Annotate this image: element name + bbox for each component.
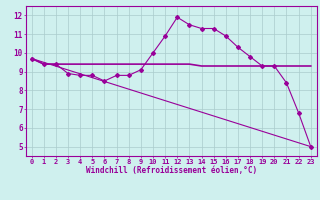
X-axis label: Windchill (Refroidissement éolien,°C): Windchill (Refroidissement éolien,°C) — [86, 166, 257, 175]
